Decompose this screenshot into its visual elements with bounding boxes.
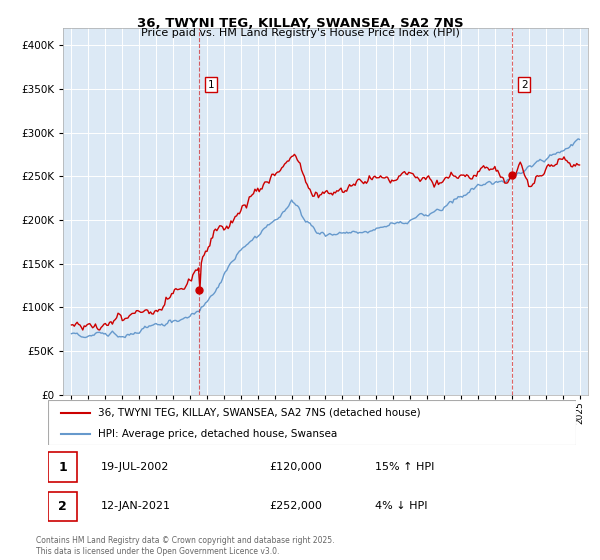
Text: 1: 1 <box>208 80 214 90</box>
Text: 2: 2 <box>521 80 527 90</box>
Bar <box>48 492 77 521</box>
Text: Contains HM Land Registry data © Crown copyright and database right 2025.
This d: Contains HM Land Registry data © Crown c… <box>36 536 335 556</box>
Text: 36, TWYNI TEG, KILLAY, SWANSEA, SA2 7NS: 36, TWYNI TEG, KILLAY, SWANSEA, SA2 7NS <box>137 17 463 30</box>
Text: HPI: Average price, detached house, Swansea: HPI: Average price, detached house, Swan… <box>98 429 337 439</box>
Text: £120,000: £120,000 <box>270 462 323 472</box>
Text: 15% ↑ HPI: 15% ↑ HPI <box>376 462 435 472</box>
Text: 4% ↓ HPI: 4% ↓ HPI <box>376 501 428 511</box>
Text: 2: 2 <box>58 500 67 513</box>
Text: 19-JUL-2002: 19-JUL-2002 <box>101 462 169 472</box>
Text: £252,000: £252,000 <box>270 501 323 511</box>
Text: 12-JAN-2021: 12-JAN-2021 <box>101 501 171 511</box>
Text: Price paid vs. HM Land Registry's House Price Index (HPI): Price paid vs. HM Land Registry's House … <box>140 28 460 38</box>
Text: 36, TWYNI TEG, KILLAY, SWANSEA, SA2 7NS (detached house): 36, TWYNI TEG, KILLAY, SWANSEA, SA2 7NS … <box>98 408 421 418</box>
Bar <box>48 452 77 482</box>
Text: 1: 1 <box>58 461 67 474</box>
